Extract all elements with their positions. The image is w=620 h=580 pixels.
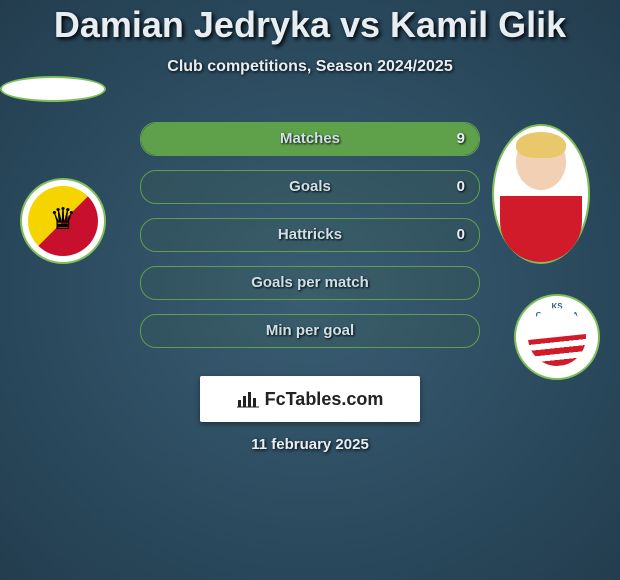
stat-row: Goals 0 <box>140 170 480 204</box>
stat-row: Goals per match <box>140 266 480 300</box>
brand-watermark: FcTables.com <box>200 376 420 422</box>
stat-label: Matches <box>141 123 479 155</box>
stat-label: Goals <box>141 171 479 203</box>
team1-logo: ♛ <box>20 178 106 264</box>
subtitle: Club competitions, Season 2024/2025 <box>0 58 620 76</box>
stats-container: Matches 9 Goals 0 Hattricks 0 Goals per … <box>140 122 480 362</box>
stat-value-right: 9 <box>457 123 465 155</box>
team2-logo: KSCRACOVIA <box>514 294 600 380</box>
player1-photo <box>0 76 106 102</box>
stat-label: Goals per match <box>141 267 479 299</box>
stripe-flag-icon <box>528 308 586 366</box>
stat-row: Matches 9 <box>140 122 480 156</box>
date-text: 11 february 2025 <box>0 436 620 453</box>
bar-chart-icon <box>237 390 259 408</box>
player2-photo <box>492 124 590 264</box>
stat-value-right: 0 <box>457 219 465 251</box>
stat-label: Min per goal <box>141 315 479 347</box>
stat-value-right: 0 <box>457 171 465 203</box>
stat-label: Hattricks <box>141 219 479 251</box>
stat-row: Min per goal <box>140 314 480 348</box>
page-title: Damian Jedryka vs Kamil Glik <box>0 0 620 46</box>
crown-icon: ♛ <box>50 202 77 237</box>
stat-row: Hattricks 0 <box>140 218 480 252</box>
brand-text: FcTables.com <box>265 389 384 410</box>
